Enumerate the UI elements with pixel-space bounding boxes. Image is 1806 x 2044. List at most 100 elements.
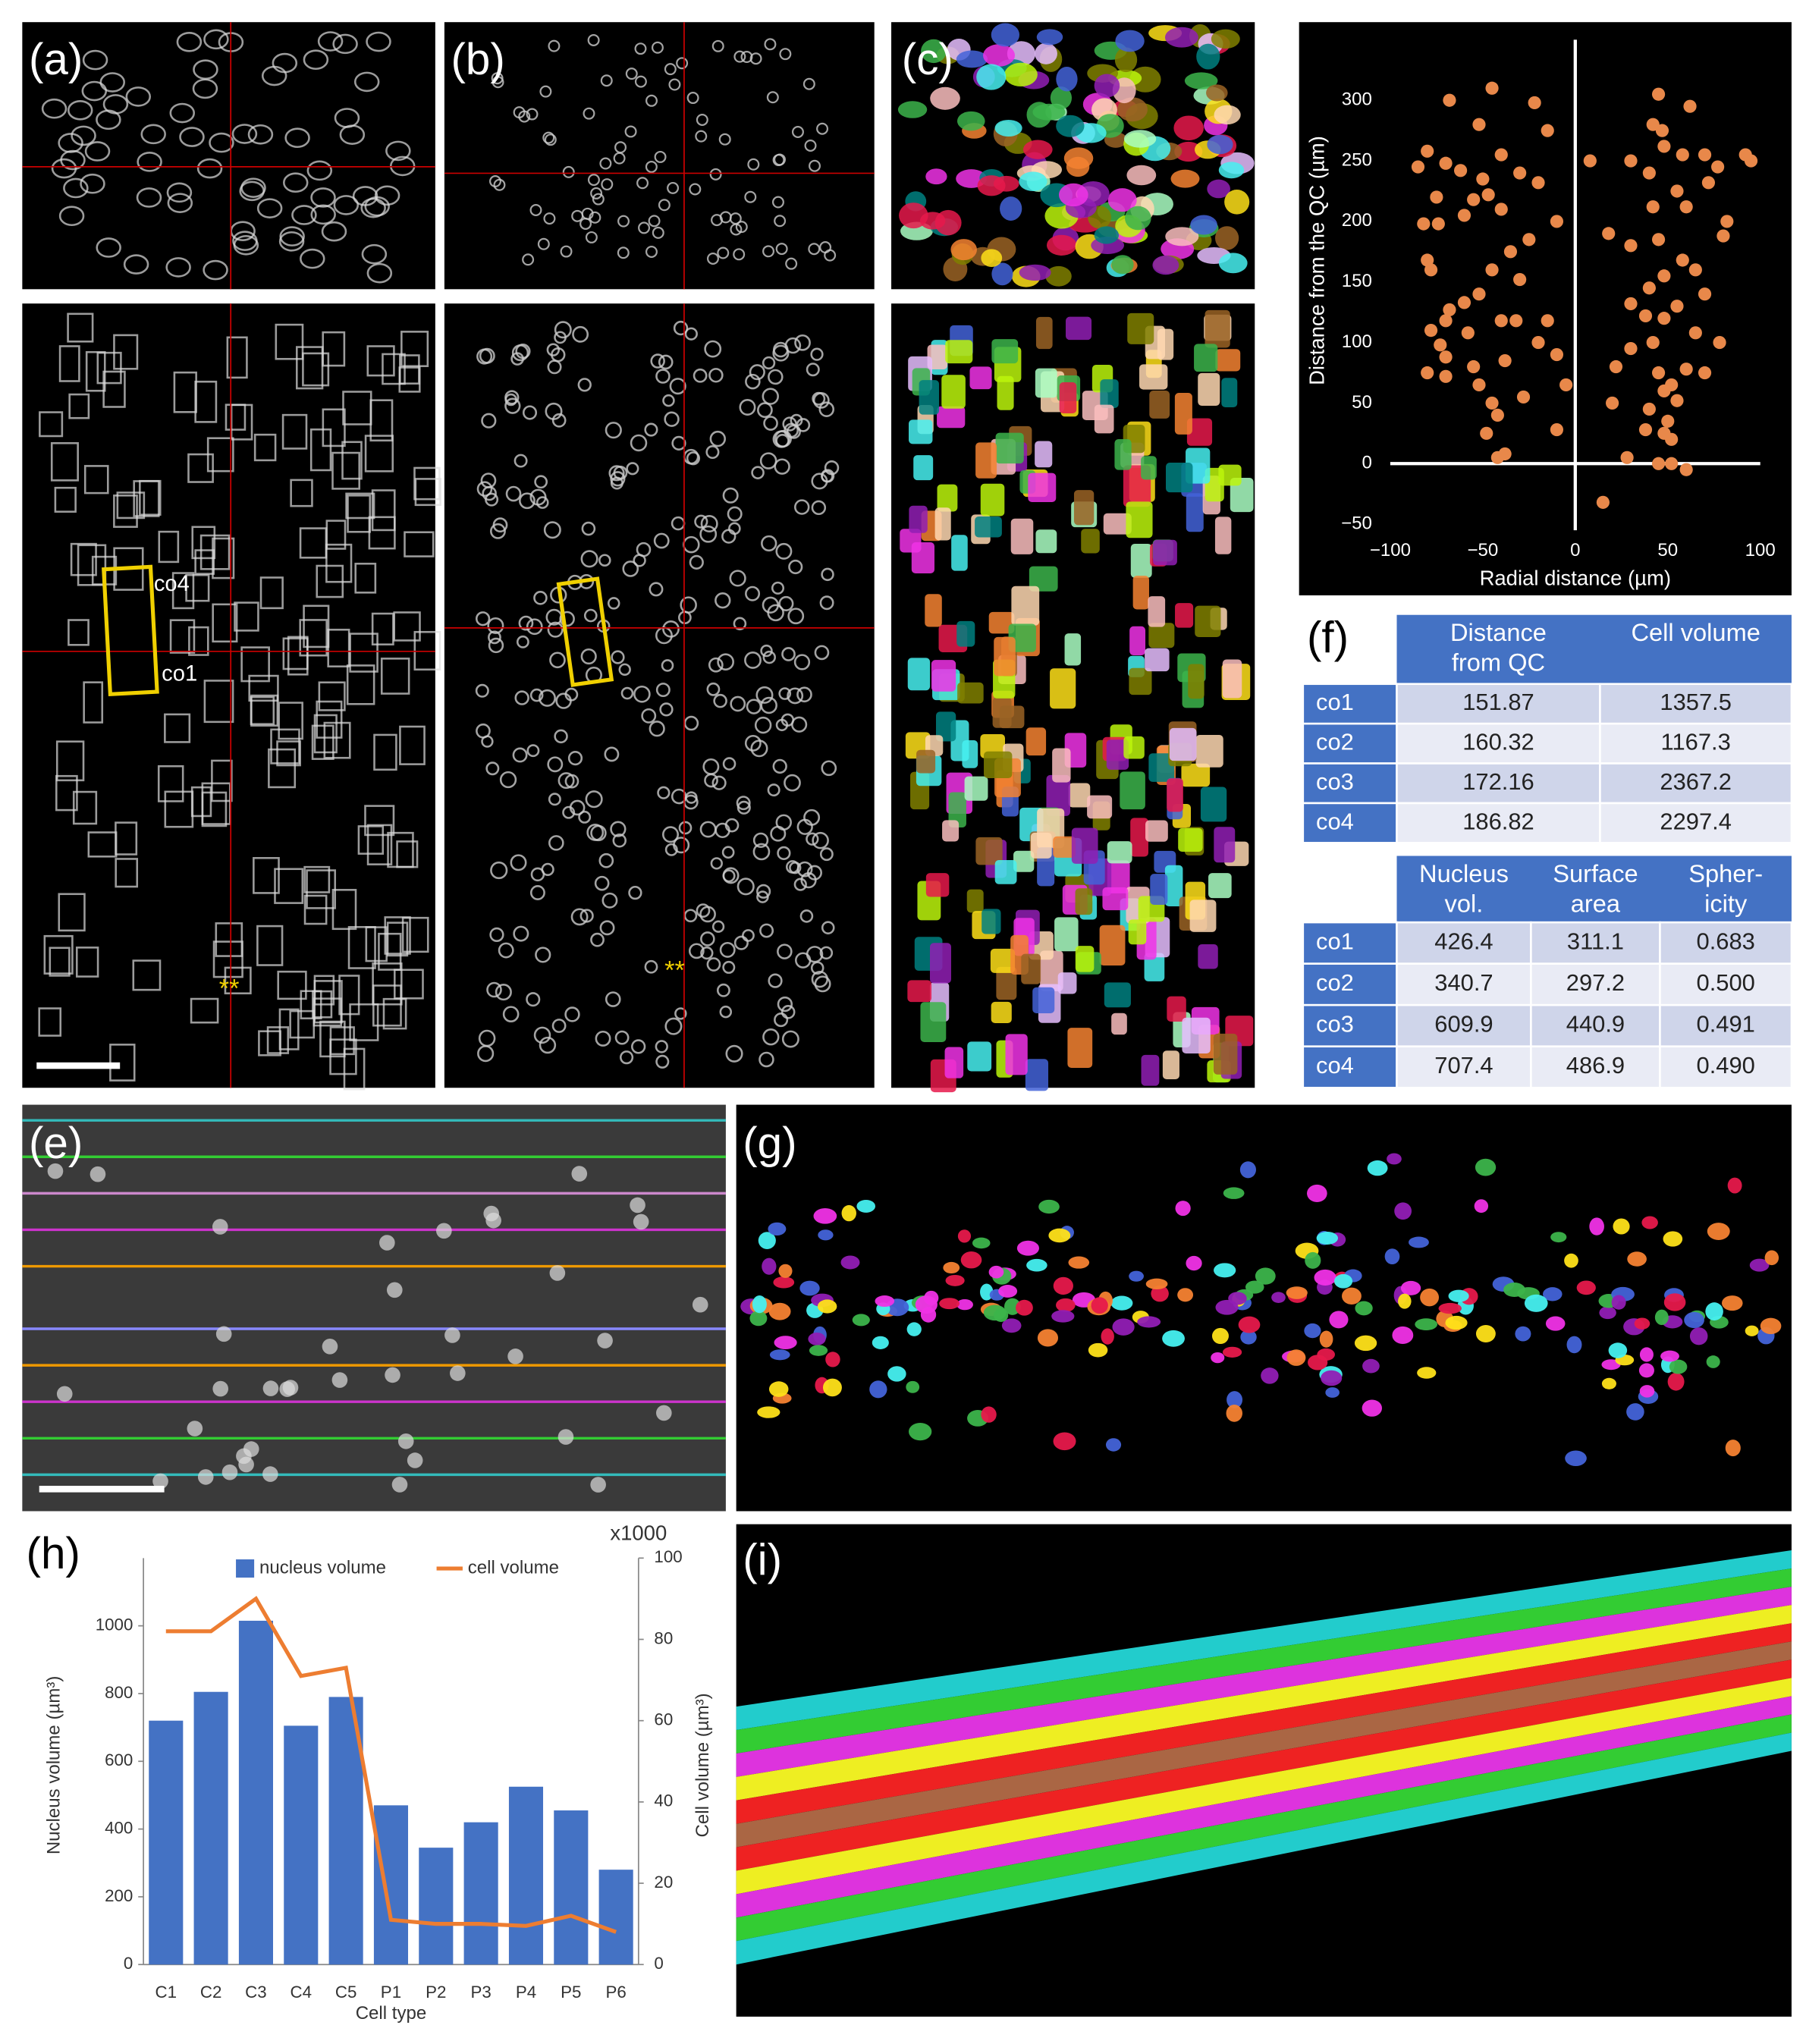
nucleus-3d bbox=[939, 1298, 960, 1310]
nucleus bbox=[386, 1282, 403, 1298]
segment bbox=[1175, 603, 1194, 628]
cell-outline bbox=[212, 603, 238, 643]
nucleus-3d bbox=[1745, 1325, 1759, 1336]
nucleus bbox=[488, 637, 504, 654]
nucleus-3d bbox=[799, 1280, 820, 1296]
table-cell-text: co1 bbox=[1316, 928, 1354, 955]
point bbox=[1472, 287, 1486, 301]
nucleus bbox=[587, 33, 600, 46]
nucleus-3d bbox=[1638, 1363, 1654, 1378]
nucleus bbox=[725, 1044, 743, 1063]
highlight-box bbox=[102, 564, 159, 697]
nucleus-3d bbox=[1151, 1285, 1169, 1302]
table-cell-text: 2297.4 bbox=[1660, 808, 1732, 834]
nucleus bbox=[772, 430, 790, 448]
x-tick-label: −50 bbox=[1467, 540, 1498, 560]
cell-outline bbox=[396, 840, 419, 868]
nucleus-3d bbox=[809, 1345, 828, 1356]
cell-outline bbox=[353, 71, 380, 93]
nucleus bbox=[554, 729, 568, 744]
nucleus-3d bbox=[808, 1333, 826, 1345]
x-tick-label: C5 bbox=[335, 1983, 357, 2002]
cell-outline bbox=[77, 544, 107, 586]
point bbox=[1498, 353, 1512, 368]
point bbox=[1457, 296, 1471, 309]
nucleus bbox=[583, 107, 595, 120]
cell-outline bbox=[300, 990, 322, 1020]
nucleus bbox=[514, 454, 528, 468]
nucleus bbox=[786, 424, 801, 439]
nucleus-3d bbox=[1037, 1329, 1059, 1347]
nucleus bbox=[493, 178, 506, 191]
segment bbox=[1167, 778, 1183, 812]
segment bbox=[897, 101, 928, 118]
nucleus-3d bbox=[1634, 1317, 1651, 1330]
cell-outline bbox=[240, 646, 270, 683]
y-tick-label: 0 bbox=[124, 1954, 133, 1973]
segment bbox=[1141, 1054, 1160, 1086]
nucleus bbox=[708, 368, 724, 383]
cell-outline bbox=[361, 243, 388, 265]
nucleus bbox=[485, 1212, 501, 1229]
table-cell bbox=[1302, 722, 1398, 765]
cell-outline bbox=[366, 824, 393, 865]
nucleus bbox=[673, 320, 689, 336]
nucleus-3d bbox=[1110, 1295, 1133, 1311]
point bbox=[1481, 188, 1495, 202]
segment bbox=[1206, 84, 1228, 102]
nucleus bbox=[700, 931, 715, 947]
nucleus-3d bbox=[822, 1378, 842, 1397]
nucleus bbox=[785, 257, 798, 270]
legend-label: nucleus volume bbox=[259, 1557, 386, 1578]
segment bbox=[1211, 29, 1240, 49]
panel-label: (i) bbox=[743, 1536, 782, 1585]
nucleus bbox=[704, 773, 718, 788]
cell-outline bbox=[349, 1003, 379, 1041]
segment bbox=[1052, 748, 1071, 783]
nucleus-3d bbox=[875, 1295, 895, 1308]
point bbox=[1516, 390, 1531, 404]
table-cell-text: 297.2 bbox=[1566, 969, 1625, 996]
nucleus-3d bbox=[1228, 1292, 1247, 1305]
nucleus-3d bbox=[943, 1261, 960, 1274]
nucleus bbox=[546, 343, 561, 356]
nucleus-3d bbox=[1211, 1352, 1225, 1364]
x-tick-label: C2 bbox=[200, 1983, 222, 2002]
nucleus-3d bbox=[813, 1207, 837, 1224]
y-tick-label: 200 bbox=[105, 1886, 133, 1905]
point bbox=[1421, 366, 1434, 380]
cell-outline bbox=[140, 124, 166, 145]
nucleus-3d bbox=[1387, 1153, 1402, 1165]
segment bbox=[980, 483, 1005, 516]
nucleus bbox=[724, 818, 740, 833]
segment bbox=[1046, 234, 1077, 256]
cell-outline bbox=[339, 124, 366, 145]
point bbox=[1439, 156, 1453, 170]
cell-outline bbox=[231, 124, 258, 144]
cell-outline bbox=[290, 479, 313, 507]
table-cell bbox=[1599, 802, 1793, 844]
cell-outline bbox=[68, 619, 90, 646]
cell-outline bbox=[136, 187, 162, 208]
nucleus bbox=[610, 471, 626, 487]
nucleus bbox=[760, 644, 773, 658]
cell-outline bbox=[366, 262, 393, 284]
segment bbox=[1025, 727, 1047, 756]
point bbox=[1522, 233, 1536, 246]
segment bbox=[1059, 183, 1088, 207]
point bbox=[1485, 396, 1499, 410]
nucleus bbox=[526, 108, 539, 121]
cell-outline bbox=[366, 31, 391, 52]
segment bbox=[1198, 944, 1218, 969]
point bbox=[1657, 140, 1671, 153]
nucleus bbox=[763, 416, 778, 431]
point bbox=[1713, 335, 1726, 350]
point bbox=[1624, 297, 1638, 311]
nucleus-3d bbox=[769, 1349, 790, 1361]
cell-outline bbox=[313, 997, 343, 1027]
nucleus bbox=[539, 85, 552, 98]
nucleus bbox=[744, 734, 762, 752]
nucleus bbox=[436, 1223, 452, 1239]
cell-outline bbox=[51, 158, 77, 179]
nucleus bbox=[751, 466, 765, 479]
